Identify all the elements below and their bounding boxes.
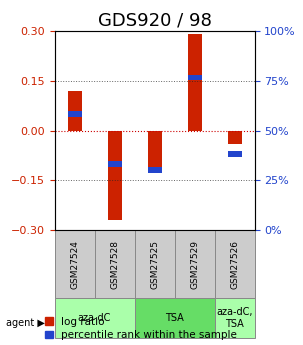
Bar <box>108 130 122 220</box>
Text: TSA: TSA <box>165 313 184 323</box>
Text: GSM27529: GSM27529 <box>190 240 199 289</box>
FancyBboxPatch shape <box>135 298 215 338</box>
Bar <box>68 111 82 117</box>
Text: GSM27524: GSM27524 <box>70 240 79 289</box>
FancyBboxPatch shape <box>95 230 135 298</box>
Bar <box>68 91 82 130</box>
FancyBboxPatch shape <box>215 230 255 298</box>
Title: GDS920 / 98: GDS920 / 98 <box>98 11 211 29</box>
Bar <box>148 167 161 173</box>
Bar <box>188 75 201 80</box>
Text: aza-dC: aza-dC <box>78 313 111 323</box>
Bar <box>148 130 161 170</box>
Text: GSM27525: GSM27525 <box>150 240 159 289</box>
Bar <box>188 34 201 130</box>
Legend: log ratio, percentile rank within the sample: log ratio, percentile rank within the sa… <box>42 314 240 343</box>
Bar <box>228 130 241 144</box>
Text: GSM27528: GSM27528 <box>110 240 119 289</box>
Text: agent ▶: agent ▶ <box>6 318 45 327</box>
Bar <box>108 161 122 167</box>
Bar <box>228 151 241 157</box>
FancyBboxPatch shape <box>55 230 95 298</box>
FancyBboxPatch shape <box>215 298 255 338</box>
FancyBboxPatch shape <box>135 230 175 298</box>
FancyBboxPatch shape <box>55 298 135 338</box>
Text: GSM27526: GSM27526 <box>230 240 239 289</box>
FancyBboxPatch shape <box>175 230 215 298</box>
Text: aza-dC,
TSA: aza-dC, TSA <box>216 307 253 329</box>
